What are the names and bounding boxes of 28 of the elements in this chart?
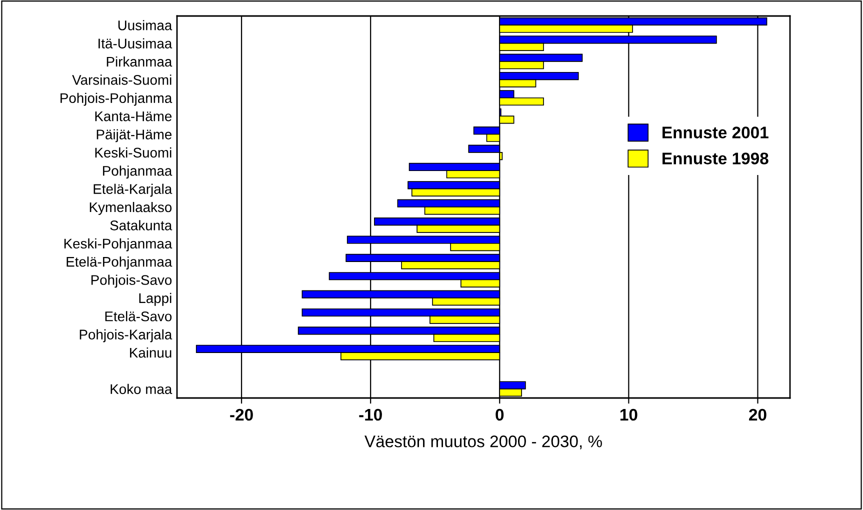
y-tick-label: Keski-Pohjanmaa (64, 238, 172, 252)
y-tick-label: Koko maa (110, 384, 172, 394)
x-axis-title: Väestön muutos 2000 - 2030, % (364, 436, 602, 450)
y-tick-label: Pohjois-Savo (91, 274, 172, 288)
legend-label: Ennuste 1998 (662, 152, 768, 164)
y-tick-label: Kainuu (130, 347, 172, 358)
x-tick-label: 10 (620, 408, 638, 421)
y-tick-label: Lappi (139, 292, 172, 306)
y-tick-label: Satakunta (110, 220, 172, 230)
y-tick-label: Etelä-Karjala (94, 184, 172, 197)
y-tick-label: Varsinais-Suomi (72, 74, 172, 85)
y-tick-label: Pohjanmaa (103, 166, 172, 179)
x-tick-label: -20 (230, 408, 253, 421)
y-tick-label: Pohjois-Pohjanma (60, 92, 172, 106)
y-tick-label: Päijät-Häme (96, 129, 172, 142)
x-tick-label: 0 (496, 408, 504, 421)
y-tick-label: Etelä-Savo (105, 311, 172, 322)
y-tick-label: Itä-Uusimaa (98, 38, 172, 48)
x-tick-label: 20 (749, 408, 766, 421)
legend-label: Ennuste 2001 (662, 126, 768, 138)
y-tick-label: Uusimaa (118, 20, 172, 30)
y-tick-label: Kanta-Häme (95, 112, 172, 122)
y-tick-label: Pirkanmaa (106, 56, 172, 67)
y-tick-label: Kymenlaakso (90, 202, 172, 215)
x-tick-label: -10 (359, 408, 382, 421)
y-tick-label: Pohjois-Karjala (80, 329, 172, 342)
y-tick-label: Etelä-Pohjanmaa (66, 256, 172, 270)
y-tick-label: Keski-Suomi (95, 147, 172, 158)
